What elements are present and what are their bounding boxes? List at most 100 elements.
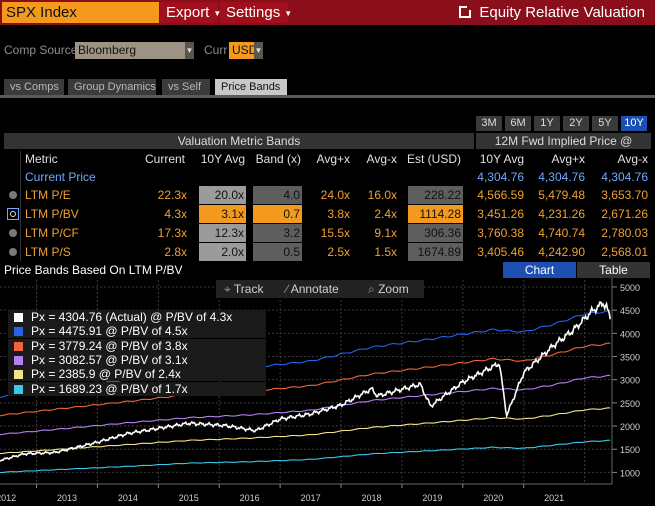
tab-vs-comps[interactable]: vs Comps <box>4 79 64 95</box>
avg-input[interactable]: 20.0x <box>199 186 246 204</box>
price-avg: 3,405.46 <box>477 245 524 259</box>
price-avg-plus: 4,231.26 <box>538 207 585 221</box>
comp-source-dropdown[interactable]: Bloomberg <box>75 42 185 59</box>
col-metric: Metric <box>25 152 58 166</box>
x-tick-label: 2014 <box>118 493 138 503</box>
chevron-down-icon[interactable]: ▼ <box>185 42 194 59</box>
tab-divider <box>0 95 655 98</box>
y-tick-label: 1000 <box>620 468 640 478</box>
range-6m-button[interactable]: 6M <box>505 116 531 131</box>
y-tick-label: 4000 <box>620 329 640 339</box>
legend-swatch <box>14 355 23 365</box>
est-input[interactable]: 228.22 <box>408 186 463 204</box>
currency-label: Curr <box>204 43 228 57</box>
chart-series <box>0 301 611 474</box>
col-price-10y-avg: 10Y Avg <box>479 152 524 166</box>
col-avg-plus: Avg+x <box>316 152 350 166</box>
chart-view-button[interactable]: Chart <box>503 262 576 278</box>
col-price-avg-minus: Avg-x <box>617 152 648 166</box>
avg-minus-value: 9.1x <box>374 226 397 240</box>
legend-swatch <box>14 313 23 322</box>
page-title[interactable]: Equity Relative Valuation <box>459 2 645 23</box>
avg-input[interactable]: 2.0x <box>199 243 246 261</box>
range-5y-button[interactable]: 5Y <box>592 116 618 131</box>
avg-input[interactable]: 3.1x <box>199 205 246 223</box>
table-row[interactable]: LTM P/E 22.3x 20.0x 4.0 24.0x 16.0x 228.… <box>4 186 652 204</box>
avg-minus-value: 16.0x <box>367 188 397 202</box>
current-price-label: Current Price <box>25 170 96 184</box>
price-avg-minus: 2,671.26 <box>601 207 648 221</box>
est-input[interactable]: 1114.28 <box>408 205 463 223</box>
track-tool[interactable]: ⌖ Track <box>224 280 263 298</box>
table-row[interactable]: LTM P/CF 17.3x 12.3x 3.2 15.5x 9.1x 306.… <box>4 224 652 242</box>
price-avg-plus: 4,740.74 <box>538 226 585 240</box>
comp-source-label: Comp Source <box>4 43 78 57</box>
avg-plus-value: 24.0x <box>320 188 350 202</box>
valuation-bands-header: Valuation Metric Bands <box>4 133 474 149</box>
price-avg-plus: 4,242.90 <box>538 245 585 259</box>
current-value: 22.3x <box>157 188 187 202</box>
range-1y-button[interactable]: 1Y <box>534 116 560 131</box>
current-value: 17.3x <box>157 226 187 240</box>
radio-selected-icon[interactable] <box>7 208 19 220</box>
zoom-label: Zoom <box>378 282 409 296</box>
legend-label: Px = 3779.24 @ P/BV of 3.8x <box>31 338 188 353</box>
table-view-button[interactable]: Table <box>577 262 650 278</box>
tab-vs-self[interactable]: vs Self <box>162 79 210 95</box>
y-tick-label: 2000 <box>620 422 640 432</box>
series-line-actual <box>0 301 611 462</box>
tab-group-dynamics[interactable]: Group Dynamics <box>68 79 156 95</box>
tab-price-bands[interactable]: Price Bands <box>215 79 287 95</box>
legend-swatch <box>14 370 23 380</box>
current-value: 2.8x <box>164 245 187 259</box>
avg-minus-value: 2.4x <box>374 207 397 221</box>
zoom-tool[interactable]: ⌕ Zoom <box>368 280 409 298</box>
settings-menu[interactable]: Settings ▼ <box>220 2 292 23</box>
radio-icon[interactable] <box>9 229 17 237</box>
chart-toolbar: ⌖ Track ∕ Annotate ⌕ Zoom <box>216 280 424 298</box>
chart-caption: Price Bands Based On LTM P/BV <box>4 263 183 277</box>
current-value: 4.3x <box>164 207 187 221</box>
currency-dropdown[interactable]: USD <box>229 42 257 59</box>
price-avg: 3,760.38 <box>477 226 524 240</box>
avg-plus-value: 15.5x <box>320 226 350 240</box>
range-10y-button[interactable]: 10Y <box>621 116 647 131</box>
table-row[interactable]: LTM P/S 2.8x 2.0x 0.5 2.5x 1.5x 1674.89 … <box>4 243 652 261</box>
current-price-value: 4,304.76 <box>477 170 524 184</box>
chevron-down-icon: ▼ <box>284 8 293 18</box>
pencil-icon: ∕ <box>286 282 289 296</box>
col-current: Current <box>144 152 185 166</box>
radio-icon[interactable] <box>9 248 17 256</box>
band-input[interactable]: 3.2 <box>253 224 302 242</box>
band-input[interactable]: 0.7 <box>253 205 302 223</box>
y-tick-label: 3000 <box>620 376 640 386</box>
x-tick-label: 2016 <box>240 493 260 503</box>
ticker-field[interactable]: SPX Index <box>2 2 159 23</box>
table-row-selected[interactable]: LTM P/BV 4.3x 3.1x 0.7 3.8x 2.4x 1114.28… <box>4 205 652 223</box>
band-input[interactable]: 0.5 <box>253 243 302 261</box>
est-input[interactable]: 306.36 <box>408 224 463 242</box>
current-price-row: Current Price 4,304.76 4,304.76 4,304.76 <box>4 168 652 186</box>
est-input[interactable]: 1674.89 <box>408 243 463 261</box>
radio-icon[interactable] <box>9 191 17 199</box>
avg-input[interactable]: 12.3x <box>199 224 246 242</box>
price-avg: 3,451.26 <box>477 207 524 221</box>
export-menu-label: Export <box>166 4 210 21</box>
legend-label: Px = 3082.57 @ P/BV of 3.1x <box>31 352 188 367</box>
annotate-tool[interactable]: ∕ Annotate <box>286 280 339 298</box>
y-tick-label: 1500 <box>620 445 640 455</box>
x-tick-label: 2021 <box>544 493 564 503</box>
band-input[interactable]: 4.0 <box>253 186 302 204</box>
y-tick-label: 3500 <box>620 353 640 363</box>
settings-menu-label: Settings <box>226 4 281 21</box>
export-menu[interactable]: Export ▼ <box>160 2 221 23</box>
legend-item: Px = 1689.23 @ P/BV of 1.7x <box>8 381 266 396</box>
range-3m-button[interactable]: 3M <box>476 116 502 131</box>
x-tick-label: 2015 <box>179 493 199 503</box>
metric-name: LTM P/E <box>25 188 71 202</box>
chevron-down-icon[interactable]: ▼ <box>254 42 263 59</box>
range-2y-button[interactable]: 2Y <box>563 116 589 131</box>
x-tick-label: 2020 <box>483 493 503 503</box>
avg-plus-value: 3.8x <box>327 207 350 221</box>
price-avg: 4,566.59 <box>477 188 524 202</box>
